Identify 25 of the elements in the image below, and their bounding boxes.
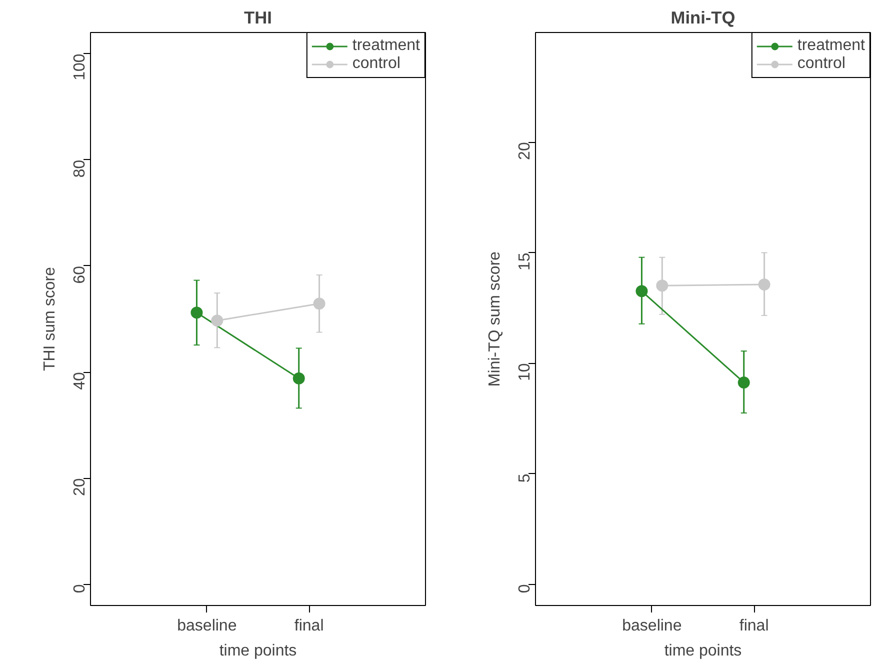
y-tick-label: 100 <box>72 54 88 80</box>
y-tick-label: 0 <box>516 584 534 594</box>
y-axis-title: Mini-TQ sum score <box>486 251 504 387</box>
y-tick-label: 10 <box>516 363 534 382</box>
x-tick-label: final <box>739 618 769 634</box>
legend-label: control <box>352 55 400 73</box>
legend-label: treatment <box>797 37 865 55</box>
y-tick-label: 5 <box>516 474 534 483</box>
x-axis-title: time points <box>664 642 742 660</box>
chart-title: THI <box>244 8 272 28</box>
chart-title: Mini-TQ <box>670 8 736 28</box>
x-tick-label: final <box>294 618 324 634</box>
x-tick-label: baseline <box>177 618 237 634</box>
y-tick-label: 80 <box>72 160 88 178</box>
legend-label: control <box>797 55 846 73</box>
y-axis-title: THI sum score <box>42 266 58 372</box>
legend-label: treatment <box>352 37 420 55</box>
y-tick-label: 0 <box>72 584 88 594</box>
y-tick-label: 20 <box>516 142 534 160</box>
y-tick-label: 40 <box>72 372 88 390</box>
y-tick-label: 15 <box>516 252 534 270</box>
x-tick-label: baseline <box>622 618 682 634</box>
y-tick-label: 20 <box>72 478 88 496</box>
y-tick-label: 60 <box>72 266 88 284</box>
x-axis-title: time points <box>219 642 297 660</box>
